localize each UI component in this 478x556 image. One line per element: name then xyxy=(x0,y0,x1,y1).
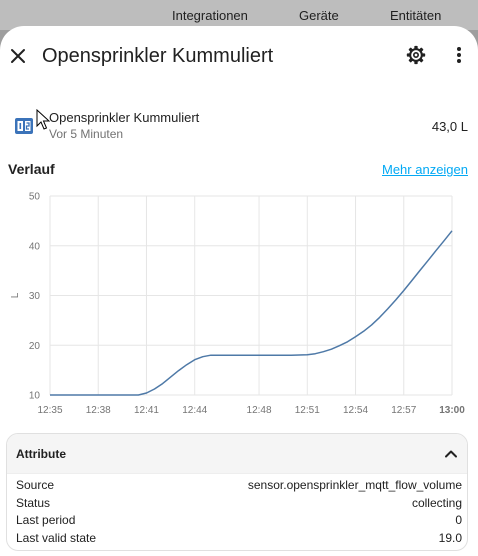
y-axis-label: L xyxy=(10,292,21,298)
attribute-value: collecting xyxy=(411,496,462,510)
attribute-value: 0 xyxy=(455,513,462,527)
entity-state: 43,0 L xyxy=(431,119,468,134)
close-button[interactable] xyxy=(4,38,32,74)
attribute-key: Last valid state xyxy=(16,531,97,545)
attributes-title: Attribute xyxy=(16,447,66,461)
x-tick-label: 12:38 xyxy=(86,405,111,416)
history-chart: 10 20 30 40 50 12:35 12:38 12:41 12:44 12:48 12:51… xyxy=(10,192,465,417)
attribute-row-status: Status collecting xyxy=(16,496,462,514)
history-title: Verlauf xyxy=(8,161,55,177)
chevron-up-icon xyxy=(445,450,457,458)
x-tick-label: 12:54 xyxy=(343,405,368,416)
mouse-cursor-icon xyxy=(36,109,50,130)
more-vert-icon xyxy=(457,47,461,63)
dialog-header: Opensprinkler Kummuliert xyxy=(0,26,478,86)
attribute-key: Source xyxy=(16,478,55,492)
attribute-key: Status xyxy=(16,496,51,510)
attributes-header[interactable]: Attribute xyxy=(7,434,467,474)
tab-integrationen[interactable]: Integrationen xyxy=(172,8,248,23)
y-tick-label: 10 xyxy=(29,391,41,402)
y-tick-label: 40 xyxy=(29,241,41,252)
y-tick-label: 30 xyxy=(29,291,41,302)
x-tick-label: 12:35 xyxy=(37,405,62,416)
show-more-link[interactable]: Mehr anzeigen xyxy=(382,162,468,177)
attribute-row-last-period: Last period 0 xyxy=(16,513,462,531)
attribute-key: Last period xyxy=(16,513,76,527)
close-icon xyxy=(11,49,25,63)
more-info-dialog: Opensprinkler Kummuliert xyxy=(0,26,478,556)
background-tab-bar: Integrationen Geräte Entitäten xyxy=(0,0,478,30)
more-options-button[interactable] xyxy=(446,42,472,68)
entity-last-changed: Vor 5 Minuten xyxy=(49,127,124,141)
attribute-value: 19.0 xyxy=(438,531,462,545)
entity-name: Opensprinkler Kummuliert xyxy=(49,110,200,125)
tab-geraete[interactable]: Geräte xyxy=(299,8,339,23)
y-tick-label: 50 xyxy=(29,192,41,203)
x-tick-label: 12:44 xyxy=(182,405,207,416)
entity-row[interactable]: Opensprinkler Kummuliert Vor 5 Minuten 4… xyxy=(0,106,478,146)
attribute-row-last-valid-state: Last valid state 19.0 xyxy=(16,531,462,549)
x-tick-label: 13:00 xyxy=(439,405,465,416)
tab-entitaeten[interactable]: Entitäten xyxy=(390,8,442,23)
attribute-row-source: Source sensor.opensprinkler_mqtt_flow_vo… xyxy=(16,478,462,496)
dialog-title: Opensprinkler Kummuliert xyxy=(42,45,274,67)
x-tick-label: 12:41 xyxy=(134,405,159,416)
gear-icon xyxy=(406,45,426,65)
x-tick-label: 12:57 xyxy=(391,405,416,416)
attribute-value: sensor.opensprinkler_mqtt_flow_volume xyxy=(247,478,462,492)
attributes-card: Attribute Source sensor.opensprinkler_mq… xyxy=(6,433,468,551)
x-tick-label: 12:48 xyxy=(247,405,272,416)
x-tick-label: 12:51 xyxy=(295,405,320,416)
meter-icon xyxy=(15,118,33,134)
y-tick-label: 20 xyxy=(29,341,41,352)
series-line xyxy=(50,230,453,396)
settings-button[interactable] xyxy=(403,42,429,68)
